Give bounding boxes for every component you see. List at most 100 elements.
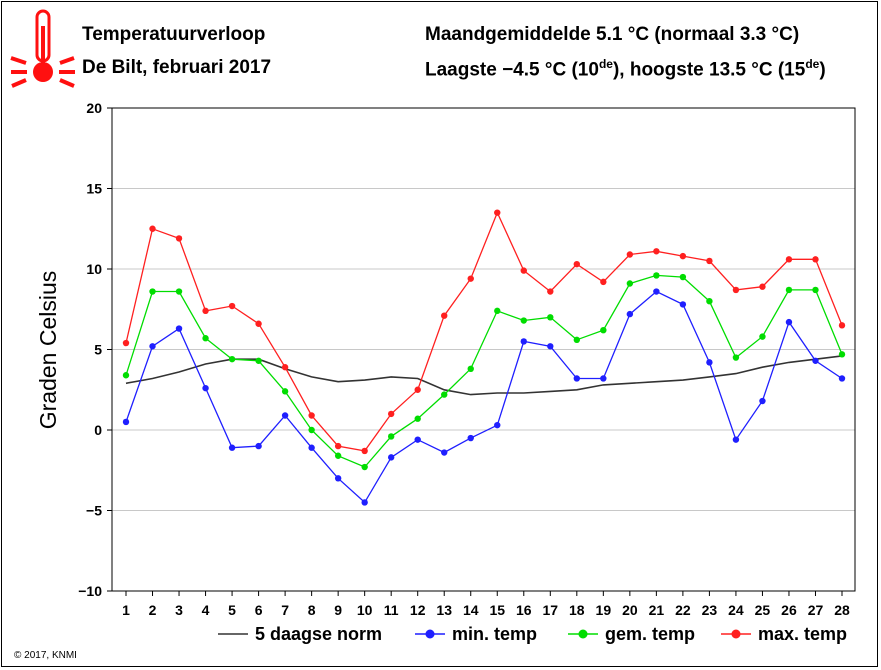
- data-point-gem: [759, 333, 766, 340]
- data-point-min: [228, 444, 236, 451]
- data-point-gem: [600, 326, 607, 334]
- legend-marker-max: [731, 629, 741, 639]
- data-point-gem: [441, 391, 448, 398]
- x-tick-label: 8: [308, 602, 316, 618]
- x-axis: 1 2 3 4 5 6 7 8 9 10 11 12 13 14 15 16 17 18 19 20 21 22 23 24 2…: [122, 591, 850, 618]
- data-point-max: [175, 235, 183, 242]
- x-tick-label: 16: [516, 602, 532, 618]
- x-tick-label: 4: [202, 602, 210, 618]
- x-tick-label: 3: [175, 602, 183, 618]
- y-tick-label: 5: [94, 342, 102, 358]
- x-tick-label: 25: [755, 602, 771, 618]
- x-tick-label: 28: [834, 602, 850, 618]
- data-point-max: [255, 320, 262, 327]
- data-point-gem: [653, 272, 660, 279]
- data-point-gem: [175, 288, 183, 295]
- data-point-min: [387, 454, 395, 461]
- data-point-min: [573, 375, 581, 382]
- data-point-min: [414, 436, 421, 443]
- data-point-max: [759, 283, 766, 290]
- data-point-max: [785, 256, 793, 263]
- y-tick-label: −5: [86, 503, 102, 519]
- x-tick-label: 18: [569, 602, 585, 618]
- y-tick-label: 10: [86, 261, 102, 277]
- x-tick-label: 13: [436, 602, 452, 618]
- data-point-max: [228, 302, 236, 310]
- data-point-max: [281, 364, 289, 371]
- data-point-max: [732, 286, 740, 294]
- month-average-text: Maandgemiddelde 5.1 °C (normaal 3.3 °C): [425, 24, 800, 45]
- x-tick-label: 11: [384, 602, 399, 618]
- x-tick-label: 14: [463, 602, 479, 618]
- data-point-max: [387, 410, 395, 418]
- series-gem: [122, 272, 846, 471]
- data-point-max: [626, 251, 634, 258]
- data-point-gem: [228, 355, 236, 363]
- data-point-gem: [706, 298, 713, 305]
- data-point-gem: [785, 286, 793, 294]
- series-max: [122, 209, 846, 455]
- data-point-max: [149, 225, 156, 232]
- data-point-gem: [361, 463, 368, 471]
- data-point-max: [494, 209, 501, 216]
- x-tick-label: 9: [334, 602, 342, 618]
- legend: 5 daagse norm min. temp gem. temp max. temp: [218, 624, 847, 644]
- x-tick-label: 6: [255, 602, 263, 618]
- x-tick-label: 26: [781, 602, 797, 618]
- y-tick-label: −10: [78, 583, 102, 599]
- data-point-gem: [467, 365, 474, 373]
- legend-label-min: min. temp: [452, 624, 537, 644]
- x-tick-label: 23: [702, 602, 718, 618]
- data-point-gem: [494, 307, 501, 315]
- data-point-min: [706, 359, 713, 366]
- data-point-gem: [626, 280, 634, 287]
- data-point-min: [149, 343, 156, 350]
- data-point-min: [838, 375, 846, 382]
- legend-item-max: max. temp: [721, 624, 847, 644]
- data-point-max: [441, 312, 448, 319]
- data-point-gem: [281, 388, 289, 395]
- data-point-max: [520, 267, 527, 274]
- data-point-max: [467, 275, 474, 282]
- data-point-gem: [387, 433, 395, 440]
- data-point-max: [334, 442, 342, 450]
- data-point-min: [334, 475, 342, 482]
- data-point-max: [308, 412, 315, 419]
- legend-item-min: min. temp: [415, 624, 537, 644]
- x-tick-label: 27: [808, 602, 824, 618]
- thermometer-icon: [10, 9, 75, 88]
- data-point-min: [653, 288, 660, 295]
- data-point-max: [122, 339, 130, 347]
- x-tick-label: 19: [596, 602, 612, 618]
- x-tick-label: 5: [228, 602, 236, 618]
- data-point-min: [679, 301, 687, 308]
- x-tick-label: 15: [489, 602, 505, 618]
- series-line-min: [125, 290, 843, 504]
- data-point-max: [653, 248, 660, 255]
- data-point-min: [600, 375, 607, 382]
- data-point-max: [361, 447, 368, 455]
- series-min: [122, 288, 846, 506]
- data-point-min: [255, 442, 262, 450]
- legend-marker-gem: [578, 629, 588, 639]
- data-point-gem: [573, 336, 581, 344]
- x-tick-label: 2: [149, 602, 157, 618]
- data-point-min: [202, 384, 209, 392]
- series-line-norm: [125, 355, 843, 396]
- data-point-max: [547, 288, 554, 295]
- series-line-gem: [125, 274, 843, 468]
- data-point-gem: [520, 317, 527, 324]
- data-point-max: [600, 278, 607, 286]
- x-tick-label: 1: [122, 602, 130, 618]
- x-tick-label: 7: [281, 602, 289, 618]
- x-tick-label: 24: [728, 602, 744, 618]
- data-point-max: [706, 257, 713, 265]
- x-tick-label: 21: [649, 602, 665, 618]
- data-point-gem: [679, 273, 687, 281]
- data-point-max: [812, 256, 819, 263]
- y-tick-label: 20: [86, 100, 102, 116]
- data-point-min: [732, 436, 740, 443]
- data-point-gem: [255, 357, 262, 364]
